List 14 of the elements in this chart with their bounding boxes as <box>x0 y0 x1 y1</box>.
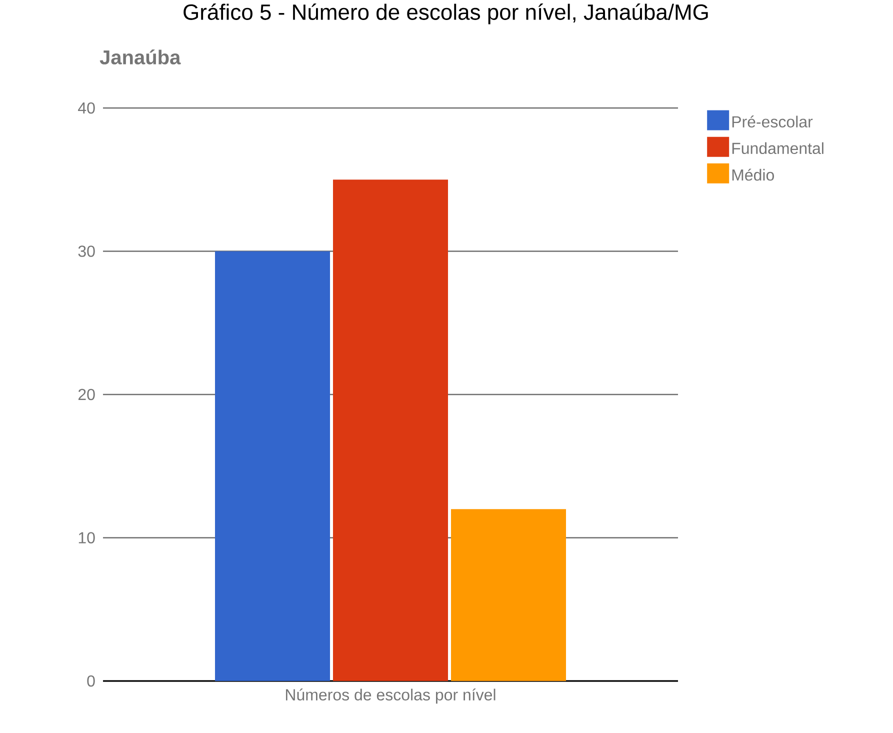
bar <box>215 251 330 681</box>
y-tick-label: 40 <box>78 102 95 114</box>
bar <box>451 509 566 681</box>
bar <box>333 180 448 681</box>
legend-label: Fundamental <box>732 142 824 154</box>
y-tick-label: 20 <box>78 388 95 400</box>
legend-label: Médio <box>732 168 774 181</box>
chart-subtitle: Janaúba <box>100 50 181 64</box>
y-tick-label: 30 <box>78 246 95 257</box>
x-tick-label: Números de escolas por nível <box>286 688 496 704</box>
chart-title: Gráfico 5 - Número de escolas por nível, Janaúba/MG <box>184 4 708 24</box>
y-tick-label: 10 <box>78 532 95 544</box>
legend-label: Pré-escolar <box>732 116 813 128</box>
y-tick-label: 0 <box>87 675 95 687</box>
